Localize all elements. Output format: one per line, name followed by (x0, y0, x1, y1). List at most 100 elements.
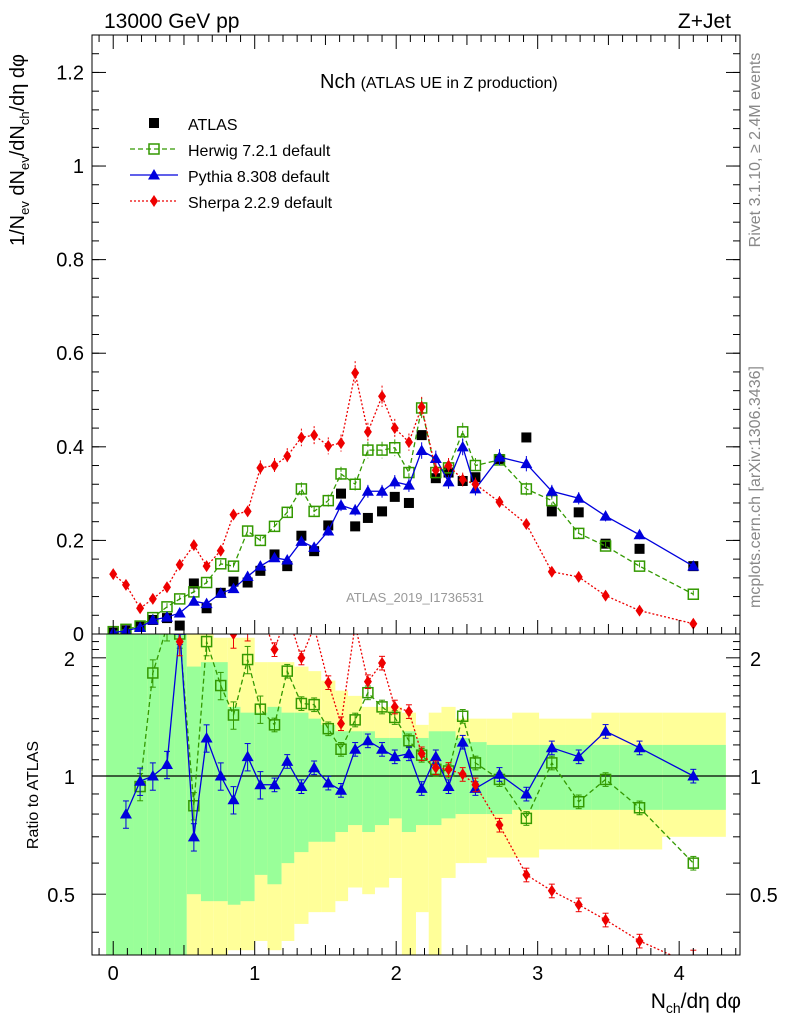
herwig-point (633, 560, 646, 572)
herwig-point (687, 588, 700, 600)
sherpa-point (109, 568, 118, 581)
sherpa-point (202, 560, 211, 573)
herwig-point (295, 483, 308, 495)
herwig-point (572, 527, 585, 540)
ratio-herwig-point (147, 667, 159, 679)
ratio-herwig-point (572, 795, 585, 808)
header-process: Z+Jet (678, 10, 731, 33)
ratio-pythia-point (160, 758, 173, 769)
ratio-herwig-point (268, 719, 281, 731)
pythia-point (241, 570, 254, 581)
ratio-sherpa-point (431, 761, 440, 774)
sherpa-point (351, 366, 360, 379)
ratio-frame (91, 633, 741, 956)
series-pythia (107, 438, 700, 638)
x-axis-label: Nch/dη dφ (651, 990, 741, 1016)
legend-marker (149, 118, 159, 128)
sherpa-point (363, 425, 372, 438)
sherpa-point (121, 578, 130, 591)
ratio-herwig-point (215, 679, 227, 692)
ratio-herwig-point (403, 734, 415, 747)
atlas-point (188, 578, 199, 589)
ratio-y-tick-label-right: 2 (750, 649, 761, 671)
atlas-point (174, 620, 185, 631)
uncertainty-band-inner (308, 718, 322, 842)
ratio-pythia-point (241, 750, 254, 762)
uncertainty-band-inner (281, 712, 295, 864)
ratio-herwig-point (308, 698, 320, 711)
legend-label: Sherpa 2.2.9 default (188, 195, 333, 212)
legend-entry-herwig: Herwig 7.2.1 default (130, 143, 331, 160)
ratio-sherpa-line (232, 634, 673, 955)
herwig-point (520, 483, 533, 495)
legend-label: Pythia 8.308 default (188, 169, 330, 186)
sherpa-point (256, 461, 265, 474)
ratio-sherpa-point (458, 768, 467, 781)
pythia-point (200, 597, 213, 609)
ratio-pythia-point (429, 750, 442, 762)
sherpa-point (471, 478, 480, 491)
sherpa-point (324, 439, 333, 452)
ratio-sherpa-point (270, 643, 279, 656)
uncertainty-band-inner (348, 731, 363, 826)
ratio-pythia-point (415, 782, 428, 793)
series-atlas (108, 430, 699, 638)
herwig-point (227, 560, 240, 572)
uncertainty-band-inner (428, 731, 442, 826)
sherpa-point (243, 505, 252, 518)
ratio-y-tick-label-right: 0.5 (750, 885, 778, 907)
ratio-herwig-point (546, 757, 558, 769)
uncertainty-band-inner (267, 706, 282, 885)
atlas-point (389, 491, 400, 502)
ratio-pythia-point (442, 780, 455, 792)
herwig-point (362, 444, 374, 456)
ratio-pythia-point (308, 761, 321, 773)
sherpa-point (310, 429, 319, 442)
atlas-point (362, 512, 373, 523)
pythia-point (402, 479, 415, 490)
atlas-point (403, 497, 414, 508)
sherpa-point (229, 508, 238, 521)
legend-label: Herwig 7.2.1 default (188, 143, 331, 160)
legend-marker (150, 195, 158, 207)
uncertainty-band-inner (240, 712, 255, 902)
legend-entry-sherpa: Sherpa 2.2.9 default (130, 195, 333, 212)
uncertainty-band-inner (159, 634, 175, 955)
uncertainty-band-inner (200, 662, 214, 902)
sherpa-point (390, 422, 399, 435)
ratio-y-axis-label: Ratio to ATLAS (25, 741, 42, 849)
ratio-sherpa-point (495, 819, 504, 832)
y-tick-label: 1.2 (56, 62, 84, 84)
ratio-pythia-point (187, 830, 200, 842)
herwig-point (281, 506, 293, 519)
pythia-point (254, 560, 267, 571)
herwig-point (268, 520, 281, 533)
x-tick-label: 4 (674, 963, 685, 985)
sherpa-point (189, 539, 198, 552)
legend-marker (148, 143, 160, 155)
pythia-point (322, 525, 335, 536)
herwig-point (349, 478, 361, 490)
ratio-herwig-point (633, 802, 646, 814)
pythia-point (214, 587, 227, 598)
ratio-pythia-point (254, 778, 267, 790)
sherpa-line (112, 372, 694, 625)
legend-entry-pythia: Pythia 8.308 default (130, 169, 330, 186)
atlas-point (416, 430, 427, 441)
ratio-sherpa-point (574, 898, 583, 911)
ratio-pythia-point (146, 770, 159, 781)
herwig-point (376, 444, 388, 456)
x-tick-label: 0 (108, 963, 119, 985)
pythia-point (456, 440, 469, 452)
analysis-watermark: ATLAS_2019_I1736531 (346, 590, 484, 605)
sherpa-point (148, 592, 157, 605)
atlas-point (201, 603, 212, 614)
herwig-point (200, 576, 213, 589)
ratio-pythia-point (227, 793, 240, 805)
ratio-sherpa-point (324, 676, 333, 689)
ratio-y-tick-label-right: 1 (750, 767, 761, 789)
herwig-point (254, 534, 267, 547)
ratio-sherpa-point (471, 778, 480, 791)
atlas-point (573, 507, 584, 518)
